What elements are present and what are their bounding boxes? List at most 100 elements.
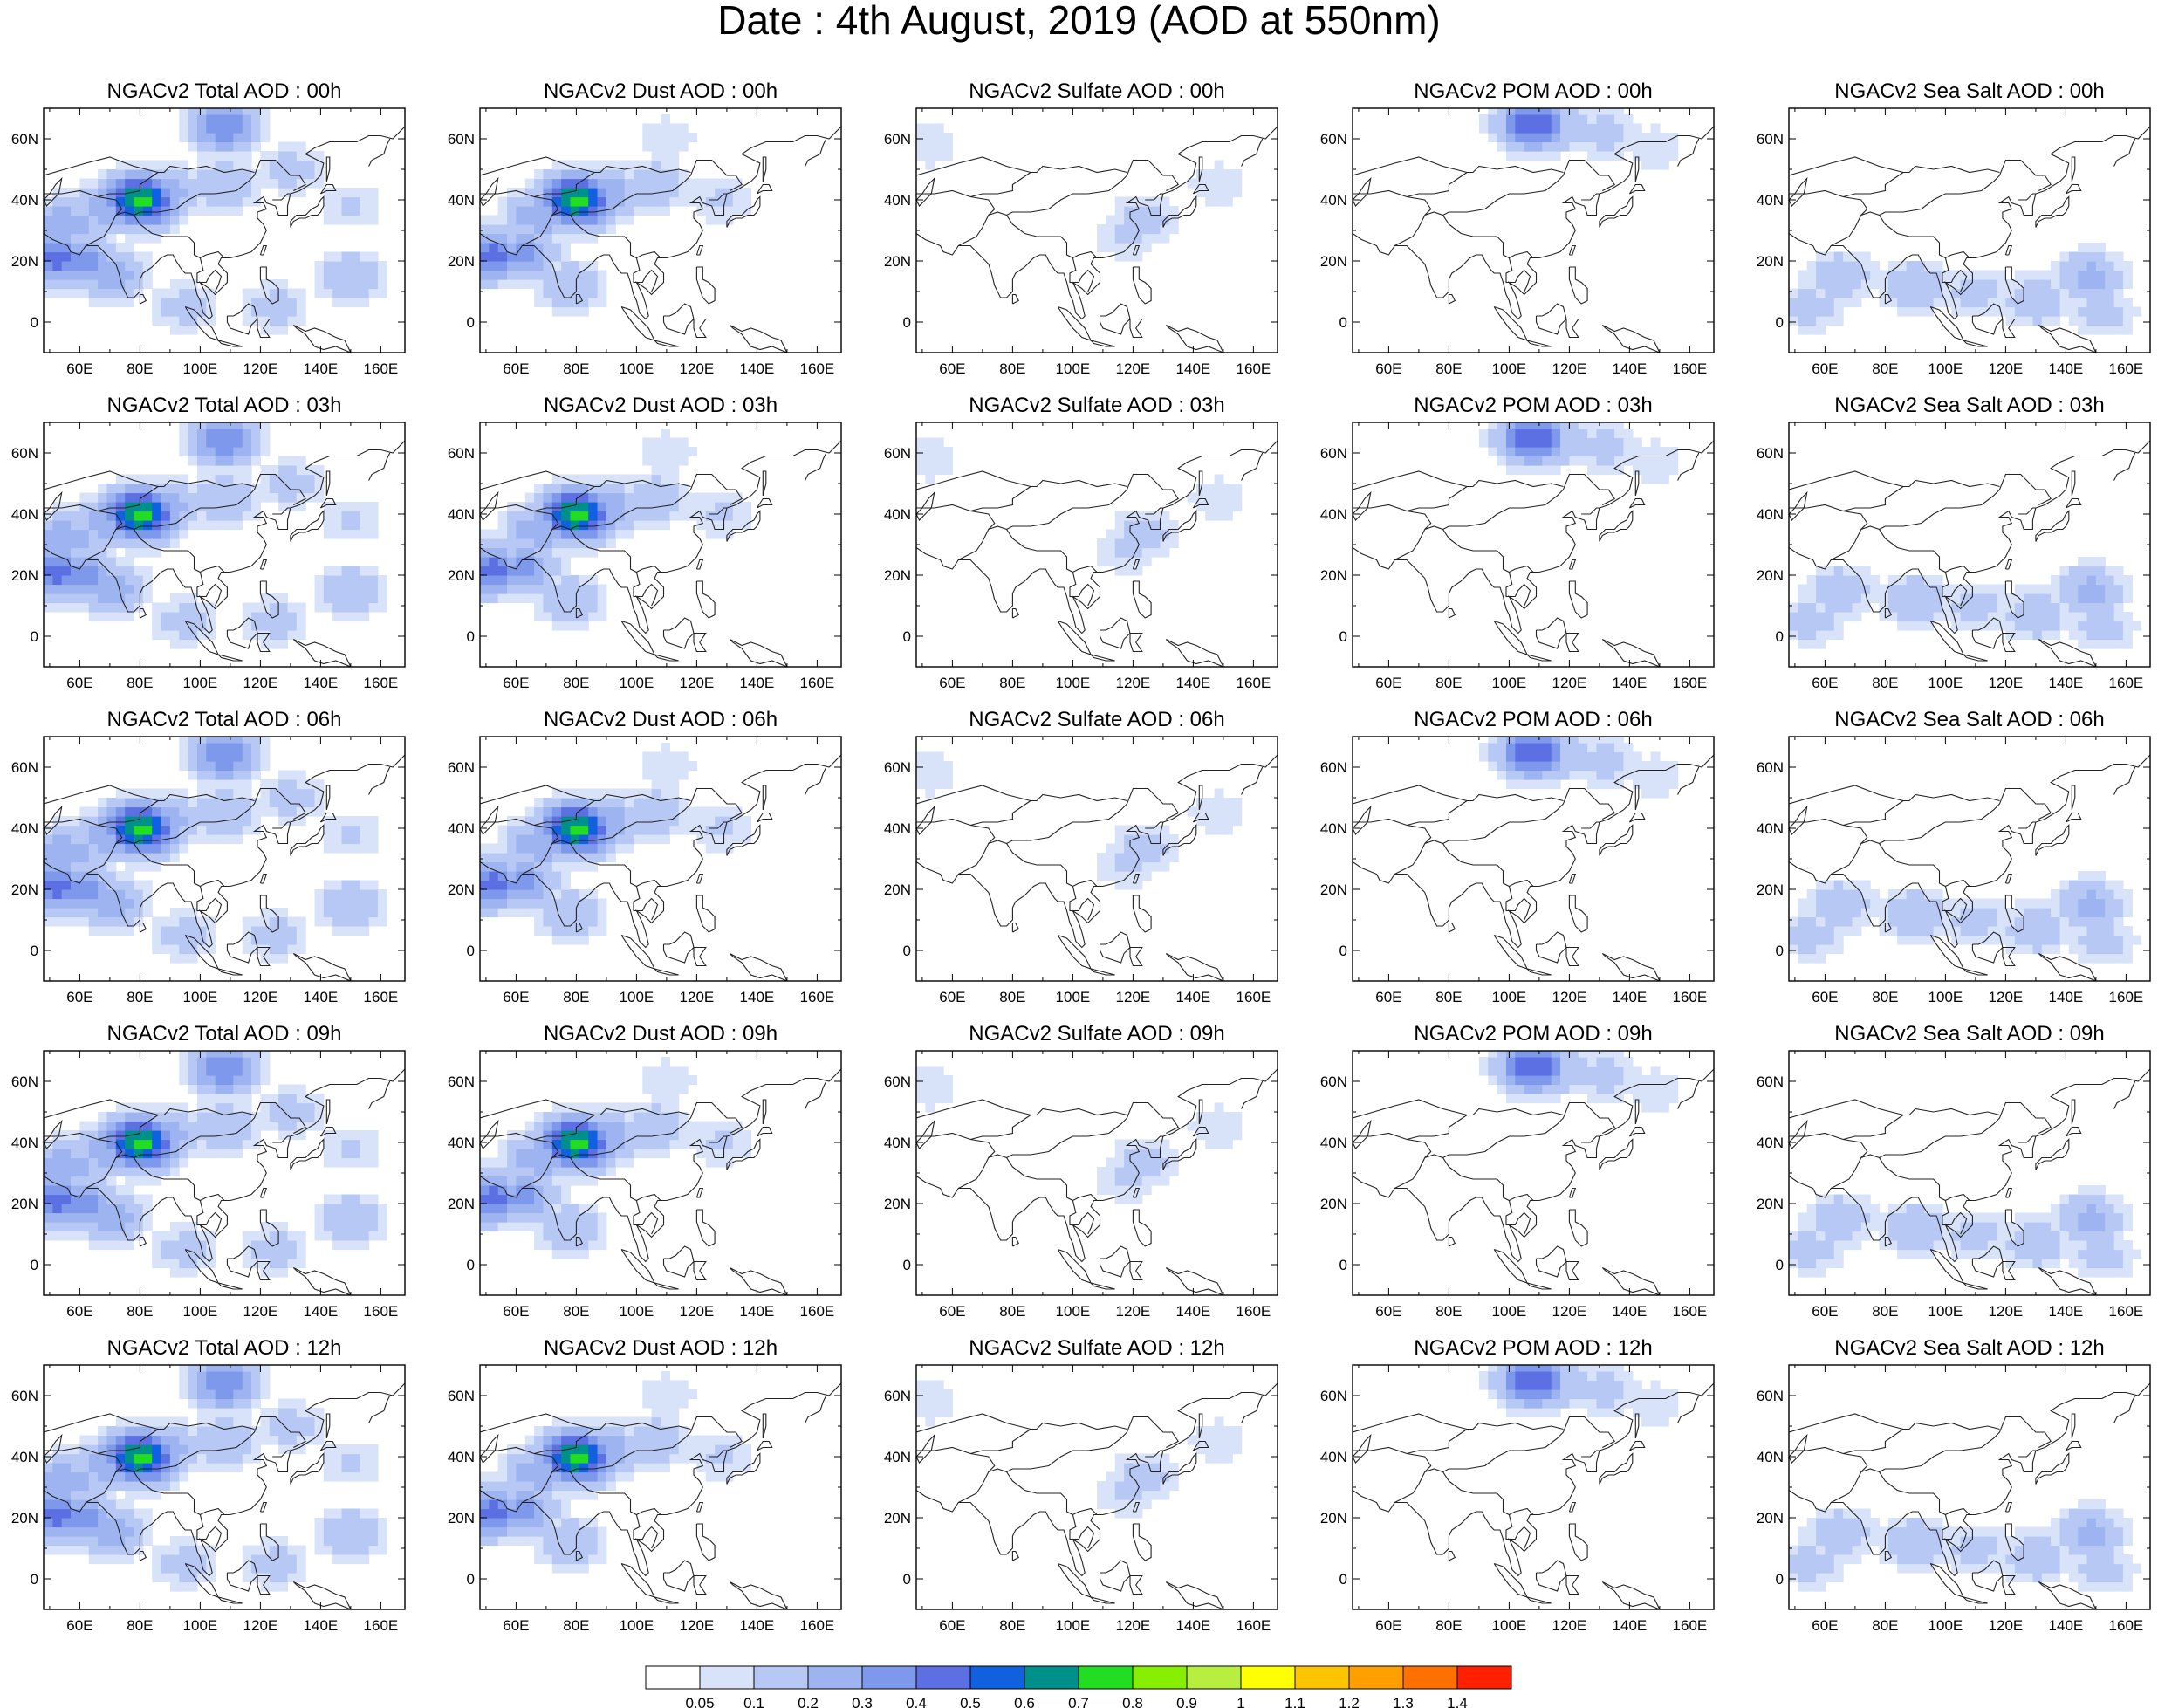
aod-cell [152,188,162,198]
aod-cell [269,484,279,494]
aod-cell [925,123,935,134]
coastline [2113,452,2136,481]
aod-cell [551,1212,562,1223]
aod-cell [179,160,189,170]
x-tick-label: 160E [2109,989,2144,1005]
aod-cell [71,880,80,890]
aod-cell [1915,612,1925,622]
aod-cell [1114,1176,1125,1186]
aod-cell [125,224,135,235]
aod-cell [206,1259,216,1269]
aod-cell [350,270,360,280]
aod-cell [314,798,325,808]
aod-field [916,108,1278,353]
aod-cell [152,178,162,189]
coastline [695,580,716,619]
aod-cell [260,1249,271,1259]
y-tick-label: 60N [11,445,38,462]
aod-cell [134,1157,144,1168]
aod-cell [1659,788,1669,799]
y-tick-label: 0 [31,628,38,645]
aod-cell [2059,288,2070,298]
aod-cell [323,520,333,531]
aod-cell [1614,429,1625,439]
aod-cell [1860,575,1871,586]
panel-title: NGACv2 Sulfate AOD : 03h [969,394,1224,417]
aod-cell [71,908,80,918]
aod-cell [287,1102,298,1113]
aod-cell [196,944,207,955]
aod-cell [224,1057,234,1067]
aod-cell [134,1222,144,1232]
aod-cell [516,233,526,244]
aod-cell [1195,188,1206,198]
y-tick-label: 0 [31,1257,38,1273]
aod-cell [497,861,508,872]
coastline [1162,510,1197,542]
aod-cell [561,196,572,207]
aod-cell [561,1167,572,1177]
aod-cell [1141,825,1152,835]
aod-cell [661,437,670,448]
aod-cell [588,1222,599,1232]
aod-cell [1551,751,1561,762]
aod-cell [61,547,72,558]
aod-cell [543,178,553,189]
aod-cell [524,196,535,207]
aod-cell [1833,288,1844,298]
aod-cell [642,825,653,835]
aod-cell [314,261,325,271]
aod-cell [296,816,306,827]
aod-cell [551,1231,562,1241]
aod-cell [269,1267,279,1278]
aod-cell [251,484,261,494]
aod-cell [360,1157,370,1168]
aod-cell [52,233,63,244]
aod-cell [2051,602,2061,613]
aod-cell [570,1130,580,1141]
aod-cell [1524,437,1534,448]
aod-cell [2051,298,2061,308]
aod-cell [1933,575,1943,586]
aod-cell [480,1212,490,1223]
aod-cell [925,751,935,762]
aod-cell [341,520,352,531]
aod-cell [188,1130,198,1141]
aod-cell [1659,474,1669,484]
aod-cell [196,492,207,503]
aod-cell [179,908,189,918]
aod-cell [360,612,370,622]
aod-cell [1816,316,1826,326]
y-tick-label: 20N [884,567,911,584]
aod-cell [323,206,333,216]
aod-cell [332,898,343,909]
aod-cell [368,1194,379,1204]
aod-cell [1960,908,1970,918]
coastline [2038,953,2097,981]
aod-cell [251,806,261,817]
aod-cell [1205,178,1216,189]
aod-cell [1232,502,1243,512]
aod-cell [651,465,661,476]
aod-cell [633,1149,643,1159]
aod-cell [61,261,72,271]
aod-cell [507,843,517,854]
aod-cell [570,1139,580,1149]
coastline [756,183,773,195]
aod-cell [106,1212,117,1223]
aod-cell [233,1112,243,1122]
aod-cell [1587,151,1598,161]
aod-cell [125,889,135,900]
aod-cell [314,788,325,799]
coastline [1565,318,1579,339]
aod-cell [1133,1167,1143,1177]
aod-cell [61,861,72,872]
aod-cell [125,843,135,854]
aod-cell [242,825,252,835]
aod-cell [169,834,180,845]
aod-cell [134,538,144,549]
aod-cell [341,575,352,586]
aod-cell [943,447,953,457]
aod-cell [1623,743,1634,753]
aod-cell [570,612,580,622]
